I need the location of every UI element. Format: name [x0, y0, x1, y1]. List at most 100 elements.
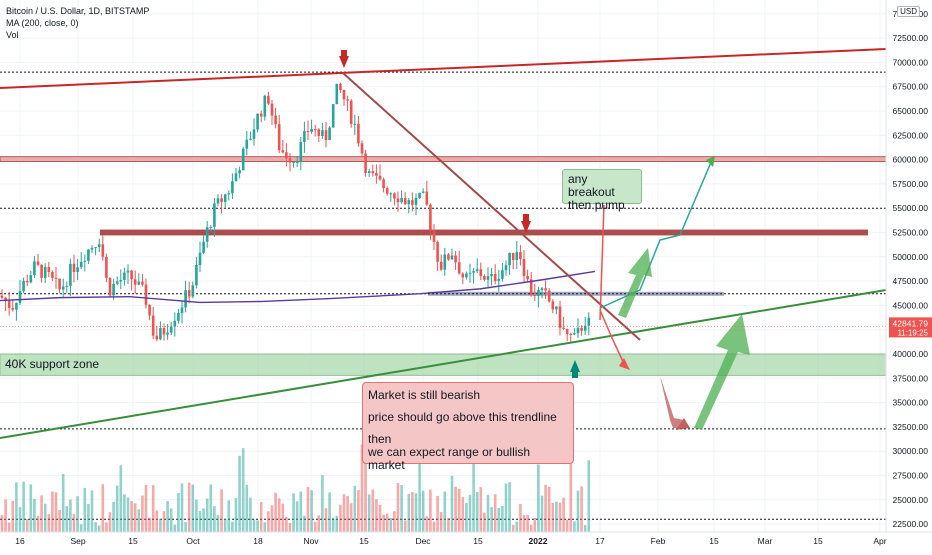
upper-red-trendline	[0, 48, 887, 89]
candle-body	[328, 127, 331, 141]
candle-body	[151, 315, 155, 336]
volume-bar	[414, 493, 418, 532]
volume-bar	[259, 502, 263, 532]
volume-bar	[468, 494, 472, 532]
candle-body	[418, 192, 421, 198]
volume-bar	[475, 492, 479, 532]
candle-body	[461, 273, 465, 278]
candle-body	[321, 130, 324, 136]
candle-body	[72, 263, 76, 272]
price-tick-label: 60000.00	[893, 155, 929, 165]
candle-body	[457, 262, 461, 274]
candle-body	[148, 304, 151, 316]
candle-body	[69, 263, 72, 286]
candle-body	[317, 129, 321, 136]
bearish-path-arrow	[599, 309, 627, 369]
volume-bar	[295, 501, 299, 532]
volume-bar	[231, 521, 234, 532]
volume-bar	[198, 510, 202, 532]
candle-body	[339, 83, 342, 90]
volume-bar	[583, 525, 587, 532]
candle-body	[112, 283, 115, 296]
volume-bar	[555, 501, 558, 532]
volume-bar	[411, 492, 414, 532]
volume-bar	[15, 482, 18, 532]
volume-bar	[144, 485, 148, 532]
candle-body	[169, 326, 173, 333]
candle-body	[522, 259, 526, 277]
time-tick-label: Dec	[415, 536, 431, 546]
candle-body	[497, 278, 501, 281]
candle-body	[565, 328, 569, 335]
volume-bar	[562, 497, 565, 532]
breakout-note-line-1: any breakout	[568, 172, 615, 199]
time-tick-label: 15	[128, 536, 138, 546]
volume-bar	[11, 500, 15, 532]
volume-bar	[115, 485, 119, 532]
candle-body	[141, 281, 144, 285]
candle-body	[324, 130, 328, 141]
candle-body	[51, 271, 54, 278]
volume-bar	[558, 502, 562, 532]
candle-body	[490, 274, 493, 277]
volume-bar	[357, 490, 360, 532]
volume-bar	[407, 493, 411, 532]
candle-body	[400, 197, 403, 203]
time-tick-label: Apr	[873, 536, 886, 546]
volume-bar	[504, 483, 508, 532]
currency-badge[interactable]: USD	[897, 6, 920, 17]
candle-body	[83, 260, 87, 262]
volume-bar	[65, 506, 69, 532]
candle-body	[191, 285, 195, 297]
candle-body	[414, 197, 418, 205]
candle-body	[367, 171, 371, 173]
candle-body	[11, 307, 15, 310]
volume-bar	[133, 503, 137, 532]
candle-body	[385, 188, 389, 194]
candle-body	[299, 141, 303, 162]
volume-label: Vol	[6, 30, 19, 40]
candle-body	[58, 278, 61, 290]
candle-body	[159, 328, 162, 340]
candle-body	[33, 261, 36, 276]
volume-bar	[443, 491, 447, 532]
volume-bar	[274, 492, 277, 532]
volume-bar	[587, 460, 591, 532]
candle-body	[371, 171, 375, 174]
volume-bar	[126, 497, 130, 532]
volume-bar	[173, 524, 177, 532]
candle-body	[65, 285, 69, 287]
candle-body	[130, 270, 133, 280]
volume-bar	[281, 503, 285, 532]
candle-body	[313, 128, 317, 130]
volume-bar	[385, 513, 389, 532]
volume-bar	[33, 498, 36, 532]
volume-bar	[418, 457, 421, 532]
volume-bar	[40, 495, 43, 532]
volume-bar	[403, 520, 407, 532]
candle-body	[270, 103, 274, 116]
candle-body	[396, 198, 400, 203]
candle-body	[198, 252, 202, 265]
volume-bar	[137, 509, 141, 532]
volume-bar	[382, 514, 385, 532]
volume-bar	[220, 489, 223, 532]
symbol-label: Bitcoin / U.S. Dollar, 1D, BITSTAMP	[6, 6, 150, 16]
candle-body	[180, 307, 184, 314]
volume-bar	[324, 508, 328, 532]
candle-body	[303, 131, 306, 142]
candle-body	[580, 327, 583, 331]
candle-body	[573, 333, 576, 335]
volume-bar	[303, 515, 306, 532]
volume-bar	[166, 501, 169, 532]
volume-bar	[202, 508, 205, 532]
time-axis-background	[0, 532, 932, 550]
volume-bar	[191, 484, 195, 532]
price-tick-label: 47500.00	[893, 276, 929, 286]
volume-bar	[486, 494, 490, 532]
candle-body	[47, 267, 51, 272]
candle-body	[209, 226, 213, 228]
candle-body	[472, 271, 475, 273]
candle-body	[555, 306, 558, 310]
candle-body	[4, 297, 7, 302]
